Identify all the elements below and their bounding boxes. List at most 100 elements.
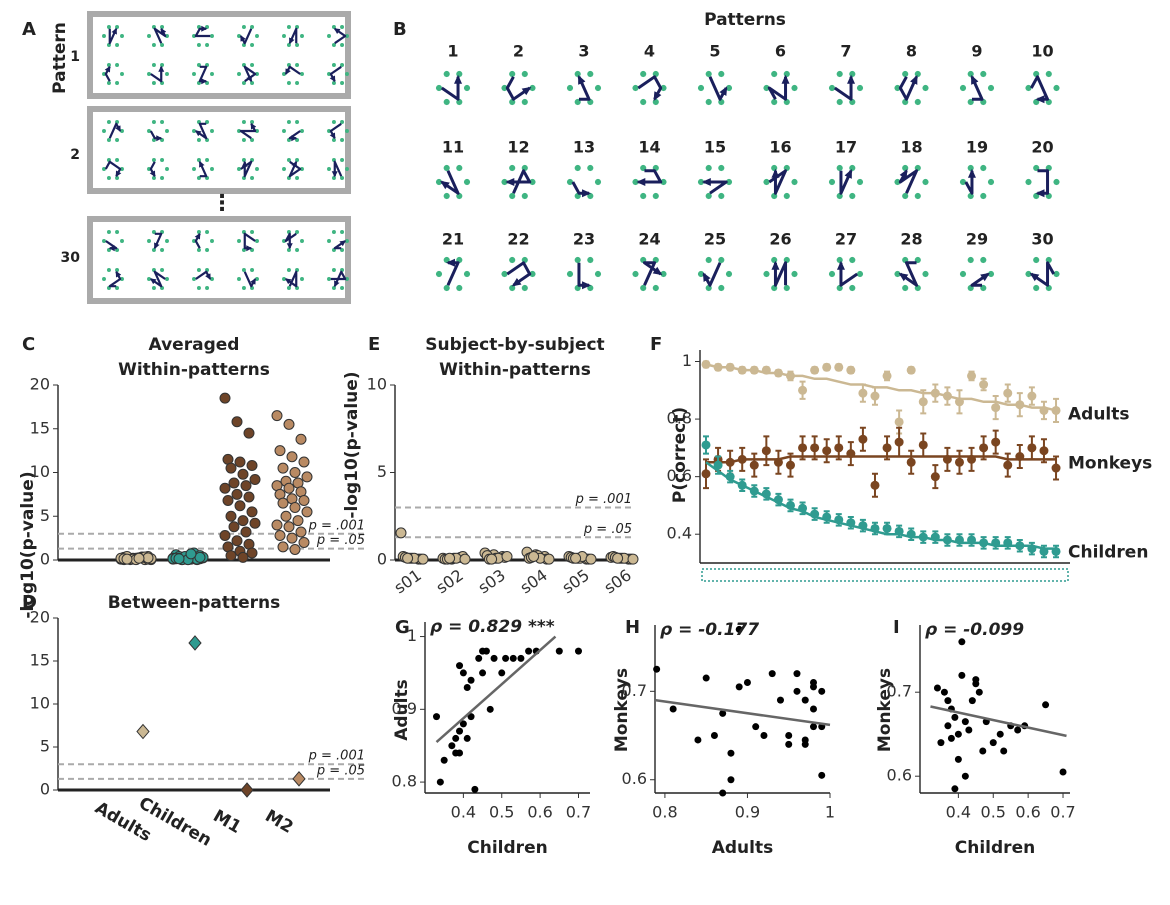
pattern-dot	[791, 178, 798, 186]
point	[1003, 538, 1013, 548]
pattern-path	[577, 74, 591, 101]
pattern-dot	[509, 70, 516, 78]
pattern-dot	[783, 70, 790, 78]
scatter-point	[459, 669, 467, 677]
pattern-dot	[250, 268, 255, 272]
pattern-number: 4	[644, 42, 655, 61]
pattern-dot	[922, 270, 929, 278]
scatter-point	[719, 709, 727, 717]
pattern-dot	[210, 72, 214, 76]
pattern-number: 14	[638, 138, 660, 157]
panel-title: Between-patterns	[108, 593, 281, 613]
pattern-dot	[295, 63, 300, 67]
strip-point	[271, 410, 283, 422]
scatter-point	[743, 678, 751, 686]
pattern-dot	[632, 270, 639, 278]
diamond	[292, 771, 306, 787]
scatter-point	[574, 647, 582, 655]
pattern-dot	[652, 192, 659, 200]
pattern-dot	[102, 239, 106, 243]
pattern-path	[194, 232, 201, 249]
pattern-dot	[902, 284, 909, 292]
pattern-dot	[340, 25, 345, 29]
scatter-point	[975, 688, 983, 696]
pattern-dot	[250, 25, 255, 29]
strip-point	[249, 474, 261, 485]
x-tick-label: 0.5	[981, 803, 1006, 822]
scatter-point	[809, 723, 817, 731]
point	[773, 495, 783, 505]
point	[1027, 391, 1037, 401]
pattern-dot	[828, 178, 836, 186]
pattern-number: 30	[1031, 230, 1053, 249]
scatter-point	[555, 647, 563, 655]
point	[906, 457, 916, 467]
diamond	[240, 782, 254, 798]
pattern-path	[108, 122, 122, 139]
strip-point	[301, 506, 313, 518]
pattern-path	[243, 271, 257, 288]
pattern-path	[771, 260, 788, 287]
pattern-path	[108, 270, 122, 288]
pattern-dot	[443, 164, 450, 172]
pattern-path	[767, 74, 790, 101]
scatter-point	[933, 684, 941, 692]
pattern-dot	[295, 176, 300, 180]
pattern-dot	[443, 70, 450, 78]
point	[918, 440, 928, 450]
pattern-dot	[836, 98, 843, 106]
pattern-dot	[327, 239, 331, 243]
y-axis-label: -log10(p-value)	[18, 471, 38, 618]
strip-point	[612, 552, 624, 564]
y-tick-label: 0	[40, 780, 50, 799]
pattern-dot	[282, 167, 286, 171]
pattern-dot	[836, 164, 843, 172]
pattern-path	[243, 232, 256, 252]
strip-point	[402, 552, 414, 564]
scatter-point	[463, 683, 471, 691]
pattern-dot	[165, 239, 169, 243]
pattern-dot	[300, 72, 304, 76]
pattern-dot	[120, 34, 124, 38]
pattern-dot	[102, 167, 106, 171]
point	[942, 454, 952, 464]
scatter-point	[490, 654, 498, 662]
point	[1027, 544, 1037, 554]
pattern-dot	[295, 43, 300, 47]
pattern-dot	[574, 256, 581, 264]
strip-point	[486, 553, 498, 565]
pattern-number: 7	[840, 42, 851, 61]
pattern-dot	[697, 178, 705, 186]
pattern-dot	[574, 70, 581, 78]
pattern-dot	[521, 284, 528, 292]
pattern-number: 8	[906, 42, 917, 61]
pattern-dot	[529, 178, 536, 186]
threshold-label: p = .001	[308, 749, 365, 764]
pattern-number: 1	[447, 42, 458, 61]
pattern-dot	[725, 178, 733, 186]
strip-point	[417, 553, 429, 565]
strip-point	[234, 500, 246, 512]
strip-point	[289, 467, 301, 478]
point	[967, 371, 977, 381]
point	[737, 454, 747, 464]
point	[930, 472, 940, 482]
scatter-point	[1042, 701, 1050, 709]
scatter-point	[436, 778, 444, 786]
pattern-dot	[295, 120, 300, 124]
pattern-dot	[237, 129, 241, 133]
scatter-point	[793, 670, 801, 678]
pattern-dot	[282, 34, 286, 38]
strip-point	[243, 491, 255, 503]
point	[834, 362, 844, 372]
pattern-dot	[331, 286, 336, 290]
x-tick-label: 0.6	[1015, 803, 1040, 822]
pattern-dot	[192, 167, 196, 171]
strip-point	[501, 551, 513, 562]
strip-point	[225, 462, 237, 474]
pattern-dot	[980, 164, 987, 172]
y-tick-label: 15	[30, 651, 50, 670]
point	[822, 512, 832, 522]
pattern-number: 23	[573, 230, 595, 249]
pattern-number: 6	[775, 42, 786, 61]
